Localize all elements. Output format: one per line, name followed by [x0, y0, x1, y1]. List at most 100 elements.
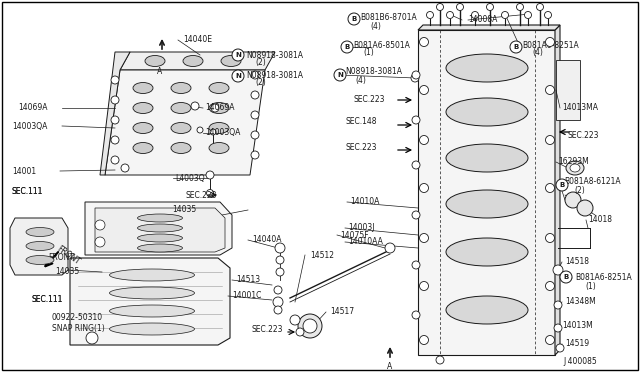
- Text: (4): (4): [370, 22, 381, 31]
- Text: 14013MA: 14013MA: [562, 103, 598, 112]
- Ellipse shape: [209, 83, 229, 93]
- Circle shape: [197, 127, 203, 133]
- Circle shape: [191, 102, 199, 110]
- Circle shape: [111, 116, 119, 124]
- Polygon shape: [120, 52, 275, 70]
- Text: 14512: 14512: [310, 250, 334, 260]
- Circle shape: [412, 311, 420, 319]
- Text: N: N: [235, 73, 241, 79]
- Text: B: B: [351, 16, 356, 22]
- Text: 14519: 14519: [565, 340, 589, 349]
- Ellipse shape: [138, 224, 182, 232]
- Ellipse shape: [133, 83, 153, 93]
- Ellipse shape: [221, 55, 241, 67]
- Text: A: A: [387, 362, 392, 371]
- Ellipse shape: [446, 54, 528, 82]
- Circle shape: [251, 111, 259, 119]
- Text: SEC.223: SEC.223: [353, 96, 385, 105]
- Circle shape: [111, 136, 119, 144]
- Text: B: B: [563, 274, 568, 280]
- Circle shape: [251, 91, 259, 99]
- Circle shape: [303, 319, 317, 333]
- Circle shape: [436, 356, 444, 364]
- Text: (4): (4): [532, 48, 543, 58]
- Text: 14518: 14518: [565, 257, 589, 266]
- Circle shape: [545, 234, 554, 243]
- Circle shape: [419, 38, 429, 46]
- Circle shape: [232, 70, 244, 82]
- Circle shape: [251, 151, 259, 159]
- Circle shape: [419, 183, 429, 192]
- Ellipse shape: [133, 122, 153, 134]
- Ellipse shape: [26, 228, 54, 237]
- Ellipse shape: [109, 287, 195, 299]
- Ellipse shape: [171, 142, 191, 154]
- Circle shape: [516, 3, 524, 10]
- Text: B: B: [344, 44, 349, 50]
- Circle shape: [121, 164, 129, 172]
- Ellipse shape: [209, 122, 229, 134]
- Circle shape: [211, 104, 219, 112]
- Text: B081A6-8251A: B081A6-8251A: [575, 273, 632, 282]
- Polygon shape: [100, 52, 130, 175]
- Ellipse shape: [183, 55, 203, 67]
- Text: SEC.148: SEC.148: [345, 118, 376, 126]
- Circle shape: [419, 282, 429, 291]
- Ellipse shape: [171, 83, 191, 93]
- Ellipse shape: [138, 234, 182, 242]
- Circle shape: [456, 3, 463, 10]
- Polygon shape: [85, 202, 232, 255]
- Circle shape: [545, 86, 554, 94]
- Text: 14010A: 14010A: [350, 198, 380, 206]
- Ellipse shape: [209, 142, 229, 154]
- Polygon shape: [556, 60, 580, 120]
- Circle shape: [385, 243, 395, 253]
- Circle shape: [232, 49, 244, 61]
- Polygon shape: [70, 258, 230, 345]
- Ellipse shape: [446, 190, 528, 218]
- Circle shape: [545, 183, 554, 192]
- Text: 14010AA: 14010AA: [348, 237, 383, 247]
- Circle shape: [412, 261, 420, 269]
- Text: A: A: [157, 67, 163, 77]
- Circle shape: [436, 3, 444, 10]
- Circle shape: [274, 286, 282, 294]
- Circle shape: [554, 301, 562, 309]
- Circle shape: [545, 336, 554, 344]
- Circle shape: [412, 116, 420, 124]
- Circle shape: [545, 12, 552, 19]
- Text: 14001: 14001: [12, 167, 36, 176]
- Circle shape: [348, 13, 360, 25]
- Text: FRONT: FRONT: [48, 253, 74, 263]
- Text: 14003J: 14003J: [348, 224, 374, 232]
- Polygon shape: [105, 70, 265, 175]
- Circle shape: [206, 171, 214, 179]
- Text: 14003QA: 14003QA: [205, 128, 241, 138]
- Circle shape: [545, 282, 554, 291]
- Circle shape: [275, 243, 285, 253]
- Circle shape: [554, 324, 562, 332]
- Circle shape: [545, 135, 554, 144]
- Circle shape: [251, 71, 259, 79]
- Text: 14013M: 14013M: [562, 321, 593, 330]
- Text: SNAP RING(1): SNAP RING(1): [52, 324, 105, 333]
- Ellipse shape: [26, 241, 54, 250]
- Text: 14035: 14035: [172, 205, 196, 215]
- Text: 14075F: 14075F: [340, 231, 369, 240]
- Circle shape: [553, 265, 563, 275]
- Text: 14040A: 14040A: [252, 235, 282, 244]
- Circle shape: [447, 12, 454, 19]
- Text: 14069A: 14069A: [205, 103, 234, 112]
- Circle shape: [525, 12, 531, 19]
- Circle shape: [502, 12, 509, 19]
- Ellipse shape: [446, 98, 528, 126]
- Circle shape: [95, 237, 105, 247]
- Text: 00922-50310: 00922-50310: [52, 314, 103, 323]
- Circle shape: [565, 192, 581, 208]
- Text: N08918-3081A: N08918-3081A: [246, 71, 303, 80]
- Ellipse shape: [446, 296, 528, 324]
- Text: SEC.111: SEC.111: [32, 295, 63, 305]
- Circle shape: [274, 306, 282, 314]
- Circle shape: [556, 179, 568, 191]
- Circle shape: [298, 314, 322, 338]
